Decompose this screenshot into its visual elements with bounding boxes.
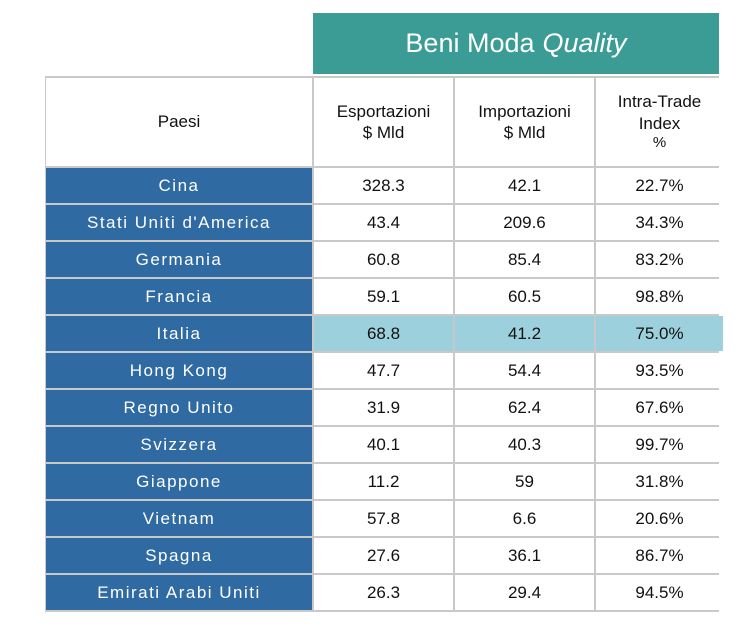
exports-cell: 27.6: [314, 538, 453, 573]
iti-cell: 75.0%: [596, 316, 723, 351]
header-imports: Importazioni $ Mld: [455, 78, 594, 166]
exports-cell: 43.4: [314, 205, 453, 240]
exports-cell: 328.3: [314, 168, 453, 203]
country-cell: Cina: [46, 168, 312, 203]
imports-cell: 62.4: [455, 390, 594, 425]
imports-cell: 59: [455, 464, 594, 499]
header-imports-line2: $ Mld: [503, 123, 546, 142]
imports-cell: 36.1: [455, 538, 594, 573]
imports-cell: 29.4: [455, 575, 594, 610]
country-cell: Italia: [46, 316, 312, 351]
data-table: Paesi Esportazioni $ Mld Importazioni $ …: [45, 76, 723, 612]
country-cell: Hong Kong: [46, 353, 312, 388]
exports-cell: 31.9: [314, 390, 453, 425]
exports-cell: 68.8: [314, 316, 453, 351]
header-exports-line2: $ Mld: [362, 123, 405, 142]
imports-cell: 60.5: [455, 279, 594, 314]
header-iti-line2: Index: [638, 113, 681, 133]
iti-cell: 31.8%: [596, 464, 723, 499]
iti-cell: 98.8%: [596, 279, 723, 314]
header-exports: Esportazioni $ Mld: [314, 78, 453, 166]
imports-cell: 209.6: [455, 205, 594, 240]
imports-cell: 6.6: [455, 501, 594, 536]
header-iti: Intra-Trade Index %: [596, 78, 723, 166]
iti-cell: 67.6%: [596, 390, 723, 425]
imports-cell: 42.1: [455, 168, 594, 203]
exports-cell: 57.8: [314, 501, 453, 536]
exports-cell: 40.1: [314, 427, 453, 462]
table-title-banner: Beni Moda Quality: [313, 13, 719, 74]
country-cell: Emirati Arabi Uniti: [46, 575, 312, 610]
header-iti-line3: %: [652, 133, 667, 151]
iti-cell: 93.5%: [596, 353, 723, 388]
header-imports-line1: Importazioni: [478, 101, 571, 121]
iti-cell: 83.2%: [596, 242, 723, 277]
imports-cell: 85.4: [455, 242, 594, 277]
country-cell: Spagna: [46, 538, 312, 573]
exports-cell: 59.1: [314, 279, 453, 314]
iti-cell: 22.7%: [596, 168, 723, 203]
country-cell: Vietnam: [46, 501, 312, 536]
country-cell: Germania: [46, 242, 312, 277]
header-exports-line1: Esportazioni: [336, 101, 431, 121]
exports-cell: 60.8: [314, 242, 453, 277]
exports-cell: 26.3: [314, 575, 453, 610]
exports-cell: 11.2: [314, 464, 453, 499]
imports-cell: 54.4: [455, 353, 594, 388]
country-cell: Stati Uniti d'America: [46, 205, 312, 240]
header-country-label: Paesi: [157, 112, 201, 132]
exports-cell: 47.7: [314, 353, 453, 388]
iti-cell: 20.6%: [596, 501, 723, 536]
imports-cell: 41.2: [455, 316, 594, 351]
header-iti-line1: Intra-Trade: [617, 92, 702, 112]
header-country: Paesi: [46, 78, 312, 166]
iti-cell: 86.7%: [596, 538, 723, 573]
imports-cell: 40.3: [455, 427, 594, 462]
iti-cell: 34.3%: [596, 205, 723, 240]
country-cell: Svizzera: [46, 427, 312, 462]
iti-cell: 99.7%: [596, 427, 723, 462]
title-accent: Quality: [542, 28, 627, 58]
country-cell: Regno Unito: [46, 390, 312, 425]
title-main: Beni Moda: [405, 28, 535, 58]
country-cell: Francia: [46, 279, 312, 314]
iti-cell: 94.5%: [596, 575, 723, 610]
country-cell: Giappone: [46, 464, 312, 499]
